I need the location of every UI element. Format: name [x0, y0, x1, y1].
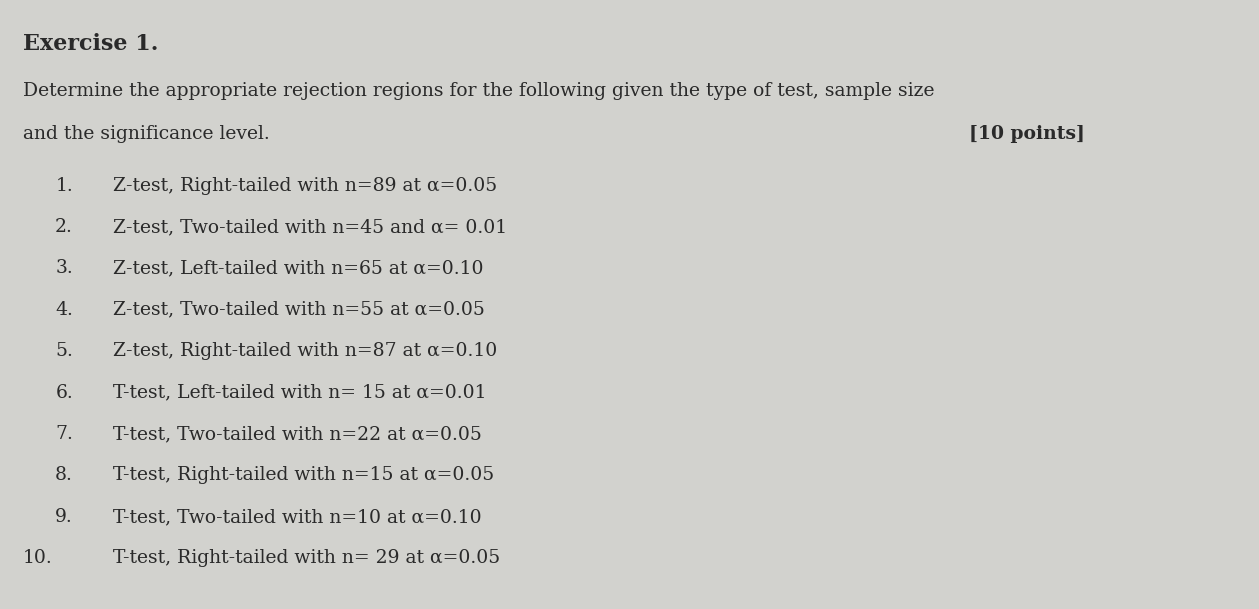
- Text: Z-test, Left-tailed with n=65 at α=0.10: Z-test, Left-tailed with n=65 at α=0.10: [113, 259, 483, 278]
- Text: 1.: 1.: [55, 177, 73, 195]
- Text: 2.: 2.: [55, 218, 73, 236]
- Text: Z-test, Two-tailed with n=55 at α=0.05: Z-test, Two-tailed with n=55 at α=0.05: [113, 301, 485, 319]
- Text: 3.: 3.: [55, 259, 73, 278]
- Text: 8.: 8.: [55, 466, 73, 485]
- Text: Z-test, Right-tailed with n=89 at α=0.05: Z-test, Right-tailed with n=89 at α=0.05: [113, 177, 497, 195]
- Text: [10 points]: [10 points]: [969, 125, 1085, 143]
- Text: T-test, Two-tailed with n=22 at α=0.05: T-test, Two-tailed with n=22 at α=0.05: [113, 425, 482, 443]
- Text: 4.: 4.: [55, 301, 73, 319]
- Text: 9.: 9.: [55, 508, 73, 526]
- Text: Z-test, Two-tailed with n=45 and α= 0.01: Z-test, Two-tailed with n=45 and α= 0.01: [113, 218, 507, 236]
- Text: T-test, Right-tailed with n=15 at α=0.05: T-test, Right-tailed with n=15 at α=0.05: [113, 466, 495, 485]
- Text: 5.: 5.: [55, 342, 73, 361]
- Text: Exercise 1.: Exercise 1.: [23, 33, 159, 55]
- Text: 7.: 7.: [55, 425, 73, 443]
- Text: 6.: 6.: [55, 384, 73, 402]
- Text: 10.: 10.: [23, 549, 53, 568]
- Text: Determine the appropriate rejection regions for the following given the type of : Determine the appropriate rejection regi…: [23, 82, 934, 100]
- Text: T-test, Left-tailed with n= 15 at α=0.01: T-test, Left-tailed with n= 15 at α=0.01: [113, 384, 487, 402]
- Text: and the significance level.: and the significance level.: [23, 125, 269, 143]
- Text: Z-test, Right-tailed with n=87 at α=0.10: Z-test, Right-tailed with n=87 at α=0.10: [113, 342, 497, 361]
- Text: T-test, Two-tailed with n=10 at α=0.10: T-test, Two-tailed with n=10 at α=0.10: [113, 508, 482, 526]
- Text: T-test, Right-tailed with n= 29 at α=0.05: T-test, Right-tailed with n= 29 at α=0.0…: [113, 549, 501, 568]
